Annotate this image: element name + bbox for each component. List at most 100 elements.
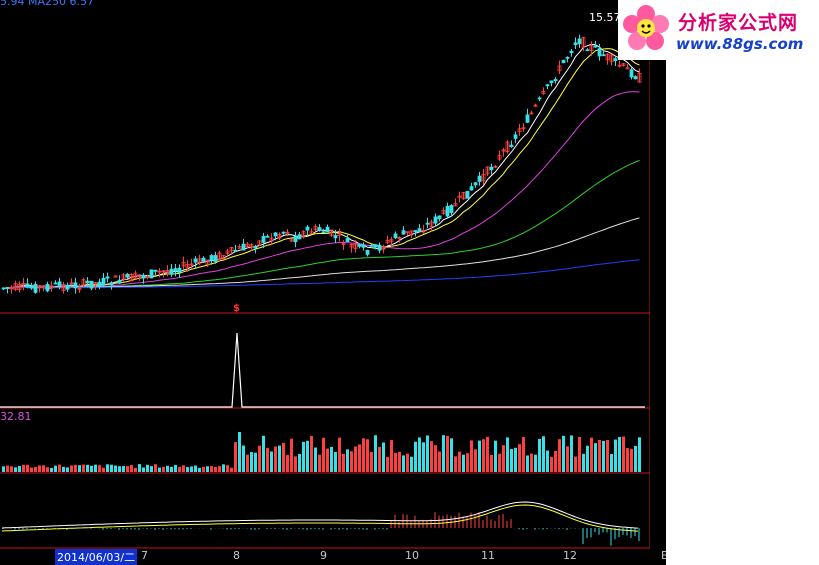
- candle-body: [293, 235, 298, 243]
- candle-body: [421, 229, 426, 233]
- volume-bar: [574, 456, 577, 472]
- candle-body: [17, 284, 22, 291]
- candle-body: [445, 205, 450, 217]
- candle-body: [617, 64, 622, 67]
- volume-bar: [126, 466, 129, 472]
- candle-body: [121, 274, 126, 280]
- candle-body: [353, 243, 358, 249]
- candle-body: [525, 114, 530, 123]
- volume-bar: [570, 435, 573, 472]
- volume-bar: [282, 442, 285, 472]
- candle-body: [157, 270, 162, 273]
- candle-body: [53, 282, 58, 285]
- volume-bar: [386, 456, 389, 472]
- volume-bar: [2, 466, 5, 472]
- volume-value-label: 32.81: [0, 410, 32, 423]
- volume-bar: [242, 445, 245, 472]
- brand-url[interactable]: www.88gs.com: [676, 35, 804, 53]
- volume-bar: [498, 453, 501, 472]
- candle-body: [469, 186, 474, 191]
- volume-bar: [198, 467, 201, 472]
- volume-bar: [262, 435, 265, 472]
- candle-body: [13, 283, 18, 290]
- volume-bar: [234, 442, 237, 472]
- volume-bar: [534, 454, 537, 472]
- stock-chart[interactable]: [0, 0, 650, 565]
- volume-bar: [122, 466, 125, 472]
- candle-body: [485, 166, 490, 175]
- month-label-jul: 7: [141, 549, 148, 562]
- volume-bar: [490, 454, 493, 472]
- candle-body: [297, 234, 302, 240]
- candle-body: [529, 112, 534, 115]
- candle-body: [613, 58, 618, 62]
- volume-bar: [546, 450, 549, 472]
- candle-body: [177, 267, 182, 273]
- volume-bar: [610, 454, 613, 472]
- volume-bar: [322, 437, 325, 472]
- volume-bar: [34, 466, 37, 472]
- candle-body: [49, 285, 54, 289]
- blank-panel: [666, 60, 819, 565]
- volume-bar: [314, 447, 317, 472]
- volume-bar: [318, 454, 321, 472]
- signal-line: [0, 332, 645, 408]
- volume-bar: [406, 453, 409, 472]
- candle-body: [277, 234, 282, 239]
- candle-body: [401, 230, 406, 235]
- volume-bar: [22, 464, 25, 472]
- volume-bar: [510, 448, 513, 472]
- candle-body: [489, 166, 494, 171]
- volume-bar: [154, 464, 157, 472]
- candle-body: [237, 246, 242, 249]
- candle-body: [217, 252, 222, 260]
- candle-body: [249, 244, 254, 248]
- candle-body: [101, 277, 106, 286]
- volume-bar: [370, 451, 373, 472]
- candle-body: [533, 104, 538, 107]
- candle-body: [581, 37, 586, 48]
- volume-bar: [302, 441, 305, 472]
- candle-body: [441, 209, 446, 214]
- signal-marker: $: [233, 303, 240, 314]
- candle-body: [621, 63, 626, 66]
- volume-bar: [114, 465, 117, 472]
- candle-body: [305, 226, 310, 231]
- volume-bar: [474, 449, 477, 472]
- volume-bar: [146, 464, 149, 472]
- axis-edge-label: E: [661, 549, 668, 562]
- volume-bar: [398, 451, 401, 472]
- volume-bar: [102, 467, 105, 472]
- candle-body: [145, 275, 150, 278]
- candle-body: [537, 97, 542, 100]
- candle-body: [409, 230, 414, 236]
- candle-body: [133, 272, 138, 279]
- volume-bar: [138, 464, 141, 472]
- volume-bar: [458, 451, 461, 472]
- candle-body: [633, 76, 638, 80]
- volume-bar: [110, 464, 113, 472]
- candle-body: [25, 283, 30, 288]
- volume-bar: [130, 465, 133, 472]
- candle-body: [173, 268, 178, 272]
- volume-bar: [178, 467, 181, 472]
- candle-body: [593, 45, 598, 48]
- volume-bar: [202, 466, 205, 472]
- candle-body: [289, 238, 294, 242]
- volume-bar: [638, 437, 641, 472]
- candle-body: [417, 228, 422, 232]
- candle-body: [585, 49, 590, 52]
- candle-body: [261, 236, 266, 243]
- volume-bar: [134, 467, 137, 472]
- volume-bar: [18, 465, 21, 472]
- volume-bar: [482, 439, 485, 472]
- candle-body: [265, 235, 270, 238]
- candle-body: [73, 282, 78, 289]
- current-date-cursor[interactable]: 2014/06/03/二: [55, 549, 138, 565]
- month-label-dec: 12: [563, 549, 577, 562]
- volume-bar: [6, 465, 9, 472]
- volume-bar: [630, 448, 633, 472]
- volume-bar: [414, 441, 417, 472]
- candle-body: [221, 255, 226, 260]
- volume-bar: [118, 466, 121, 472]
